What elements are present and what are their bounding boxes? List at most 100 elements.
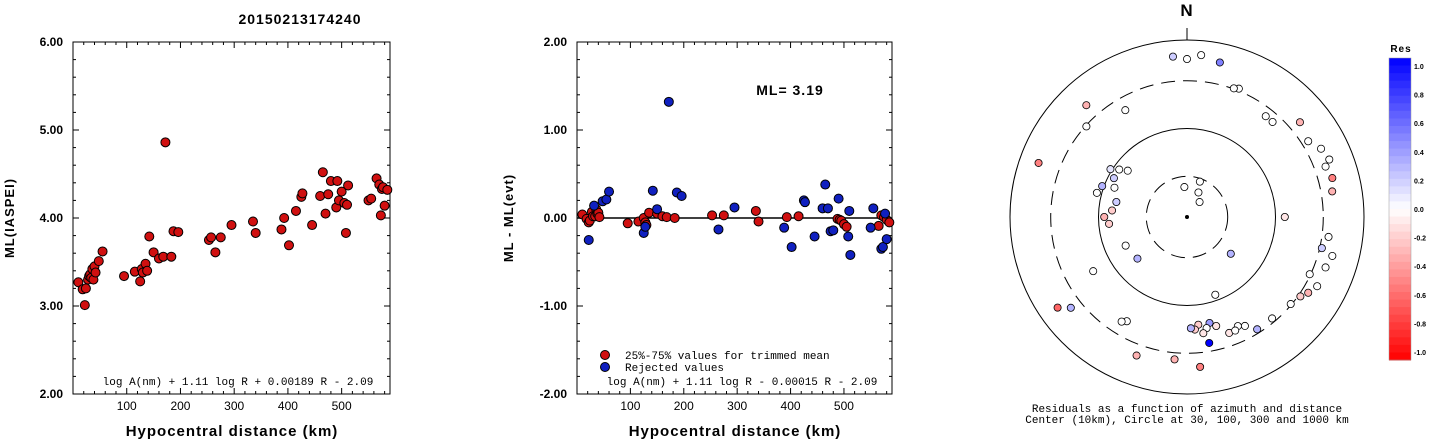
x-tick-label: 200 <box>674 399 694 413</box>
trimmed-point <box>781 212 792 223</box>
colorbar-frame <box>1388 57 1412 361</box>
y-tick-label: -1.00 <box>540 299 568 313</box>
rejected-point <box>843 231 854 242</box>
colorbar-tick-label: -0.8 <box>1414 321 1426 328</box>
y-tick-label: 3.00 <box>40 299 64 313</box>
station-marker <box>1082 101 1091 110</box>
trimmed-point <box>594 212 605 223</box>
colorbar-segment <box>1389 178 1411 187</box>
station-marker <box>1133 254 1142 263</box>
rejected-point <box>779 222 790 233</box>
station-marker <box>1121 106 1130 115</box>
trimmed-point <box>884 217 895 228</box>
station-marker <box>1296 292 1305 301</box>
data-point <box>379 200 390 211</box>
y-tick-label: 5.00 <box>40 123 64 137</box>
station-marker <box>1053 303 1062 312</box>
rejected-point <box>604 186 615 197</box>
colorbar-segment <box>1389 65 1411 74</box>
station-marker <box>1328 174 1337 183</box>
plot-frame-left <box>72 41 391 395</box>
station-marker <box>1324 232 1333 241</box>
data-point <box>148 247 159 258</box>
data-point <box>320 208 331 219</box>
station-marker <box>1268 314 1277 323</box>
data-point <box>90 267 101 278</box>
data-point <box>160 137 171 148</box>
station-marker <box>1108 206 1117 215</box>
polar-caption-line1: Residuals as a function of azimuth and d… <box>1032 404 1342 416</box>
x-tick-label: 100 <box>117 399 137 413</box>
data-point <box>226 220 237 231</box>
colorbar-tick-label: 0.4 <box>1414 150 1424 157</box>
station-marker <box>1253 325 1262 334</box>
trimmed-point <box>841 221 852 232</box>
data-point <box>247 216 258 227</box>
station-marker <box>1280 212 1289 221</box>
station-marker <box>1226 249 1235 258</box>
rejected-point <box>822 203 833 214</box>
x-axis-label-middle: Hypocentral distance (km) <box>629 423 842 440</box>
epicenter-dot <box>1185 215 1189 219</box>
y-axis-label-left: ML(IASPEI) <box>2 178 17 258</box>
legend-marker-trimmed <box>600 350 610 360</box>
data-point <box>210 247 221 258</box>
station-marker <box>1034 158 1043 167</box>
colorbar-segment <box>1389 299 1411 308</box>
station-marker <box>1261 112 1270 121</box>
y-tick-label: 6.00 <box>40 35 64 49</box>
rejected-point <box>833 193 844 204</box>
data-point <box>283 240 294 251</box>
formula-left: log A(nm) + 1.11 log R + 0.00189 R - 2.0… <box>103 377 374 389</box>
x-tick-label: 300 <box>224 399 244 413</box>
colorbar-tick-label: 1.0 <box>1414 64 1424 71</box>
x-axis-label-left: Hypocentral distance (km) <box>126 423 339 440</box>
colorbar-segment <box>1389 344 1411 353</box>
colorbar-segment <box>1389 201 1411 210</box>
x-tick-label: 300 <box>727 399 747 413</box>
station-marker <box>1328 187 1337 196</box>
rejected-point <box>729 202 740 213</box>
data-point <box>206 232 217 243</box>
data-point <box>340 227 351 238</box>
colorbar-segment <box>1389 118 1411 127</box>
rejected-point <box>844 205 855 216</box>
data-point <box>297 188 308 199</box>
rejected-point <box>647 185 658 196</box>
figure-title: 20150213174240 <box>238 11 361 27</box>
station-marker <box>1110 183 1119 192</box>
station-marker <box>1286 300 1295 309</box>
legend-marker-rejected <box>600 362 610 372</box>
colorbar-segment <box>1389 163 1411 172</box>
colorbar-segment <box>1389 284 1411 293</box>
station-marker <box>1117 317 1126 326</box>
colorbar-segment <box>1389 141 1411 150</box>
colorbar-segment <box>1389 110 1411 119</box>
data-point <box>119 271 130 282</box>
trimmed-point <box>622 218 633 229</box>
data-point <box>215 232 226 243</box>
legend-label-rejected: Rejected values <box>625 363 724 375</box>
station-marker <box>1317 244 1326 253</box>
data-point <box>80 283 91 294</box>
colorbar-segment <box>1389 254 1411 263</box>
colorbar-segment <box>1389 125 1411 134</box>
station-marker <box>1295 118 1304 127</box>
station-marker <box>1215 58 1224 67</box>
colorbar-segment <box>1389 148 1411 157</box>
y-tick-label: 2.00 <box>544 35 568 49</box>
colorbar-segment <box>1389 103 1411 112</box>
data-point <box>290 205 301 216</box>
colorbar-segment <box>1389 95 1411 104</box>
station-marker <box>1313 282 1322 291</box>
colorbar-segment <box>1389 171 1411 180</box>
y-tick-label: 1.00 <box>544 123 568 137</box>
station-marker <box>1121 241 1130 250</box>
y-tick-label: -2.00 <box>540 387 568 401</box>
data-point <box>166 251 177 262</box>
station-marker <box>1092 188 1101 197</box>
colorbar-segment <box>1389 314 1411 323</box>
colorbar-tick-label: 0.6 <box>1414 121 1424 128</box>
station-marker <box>1304 288 1313 297</box>
station-marker <box>1109 174 1118 183</box>
